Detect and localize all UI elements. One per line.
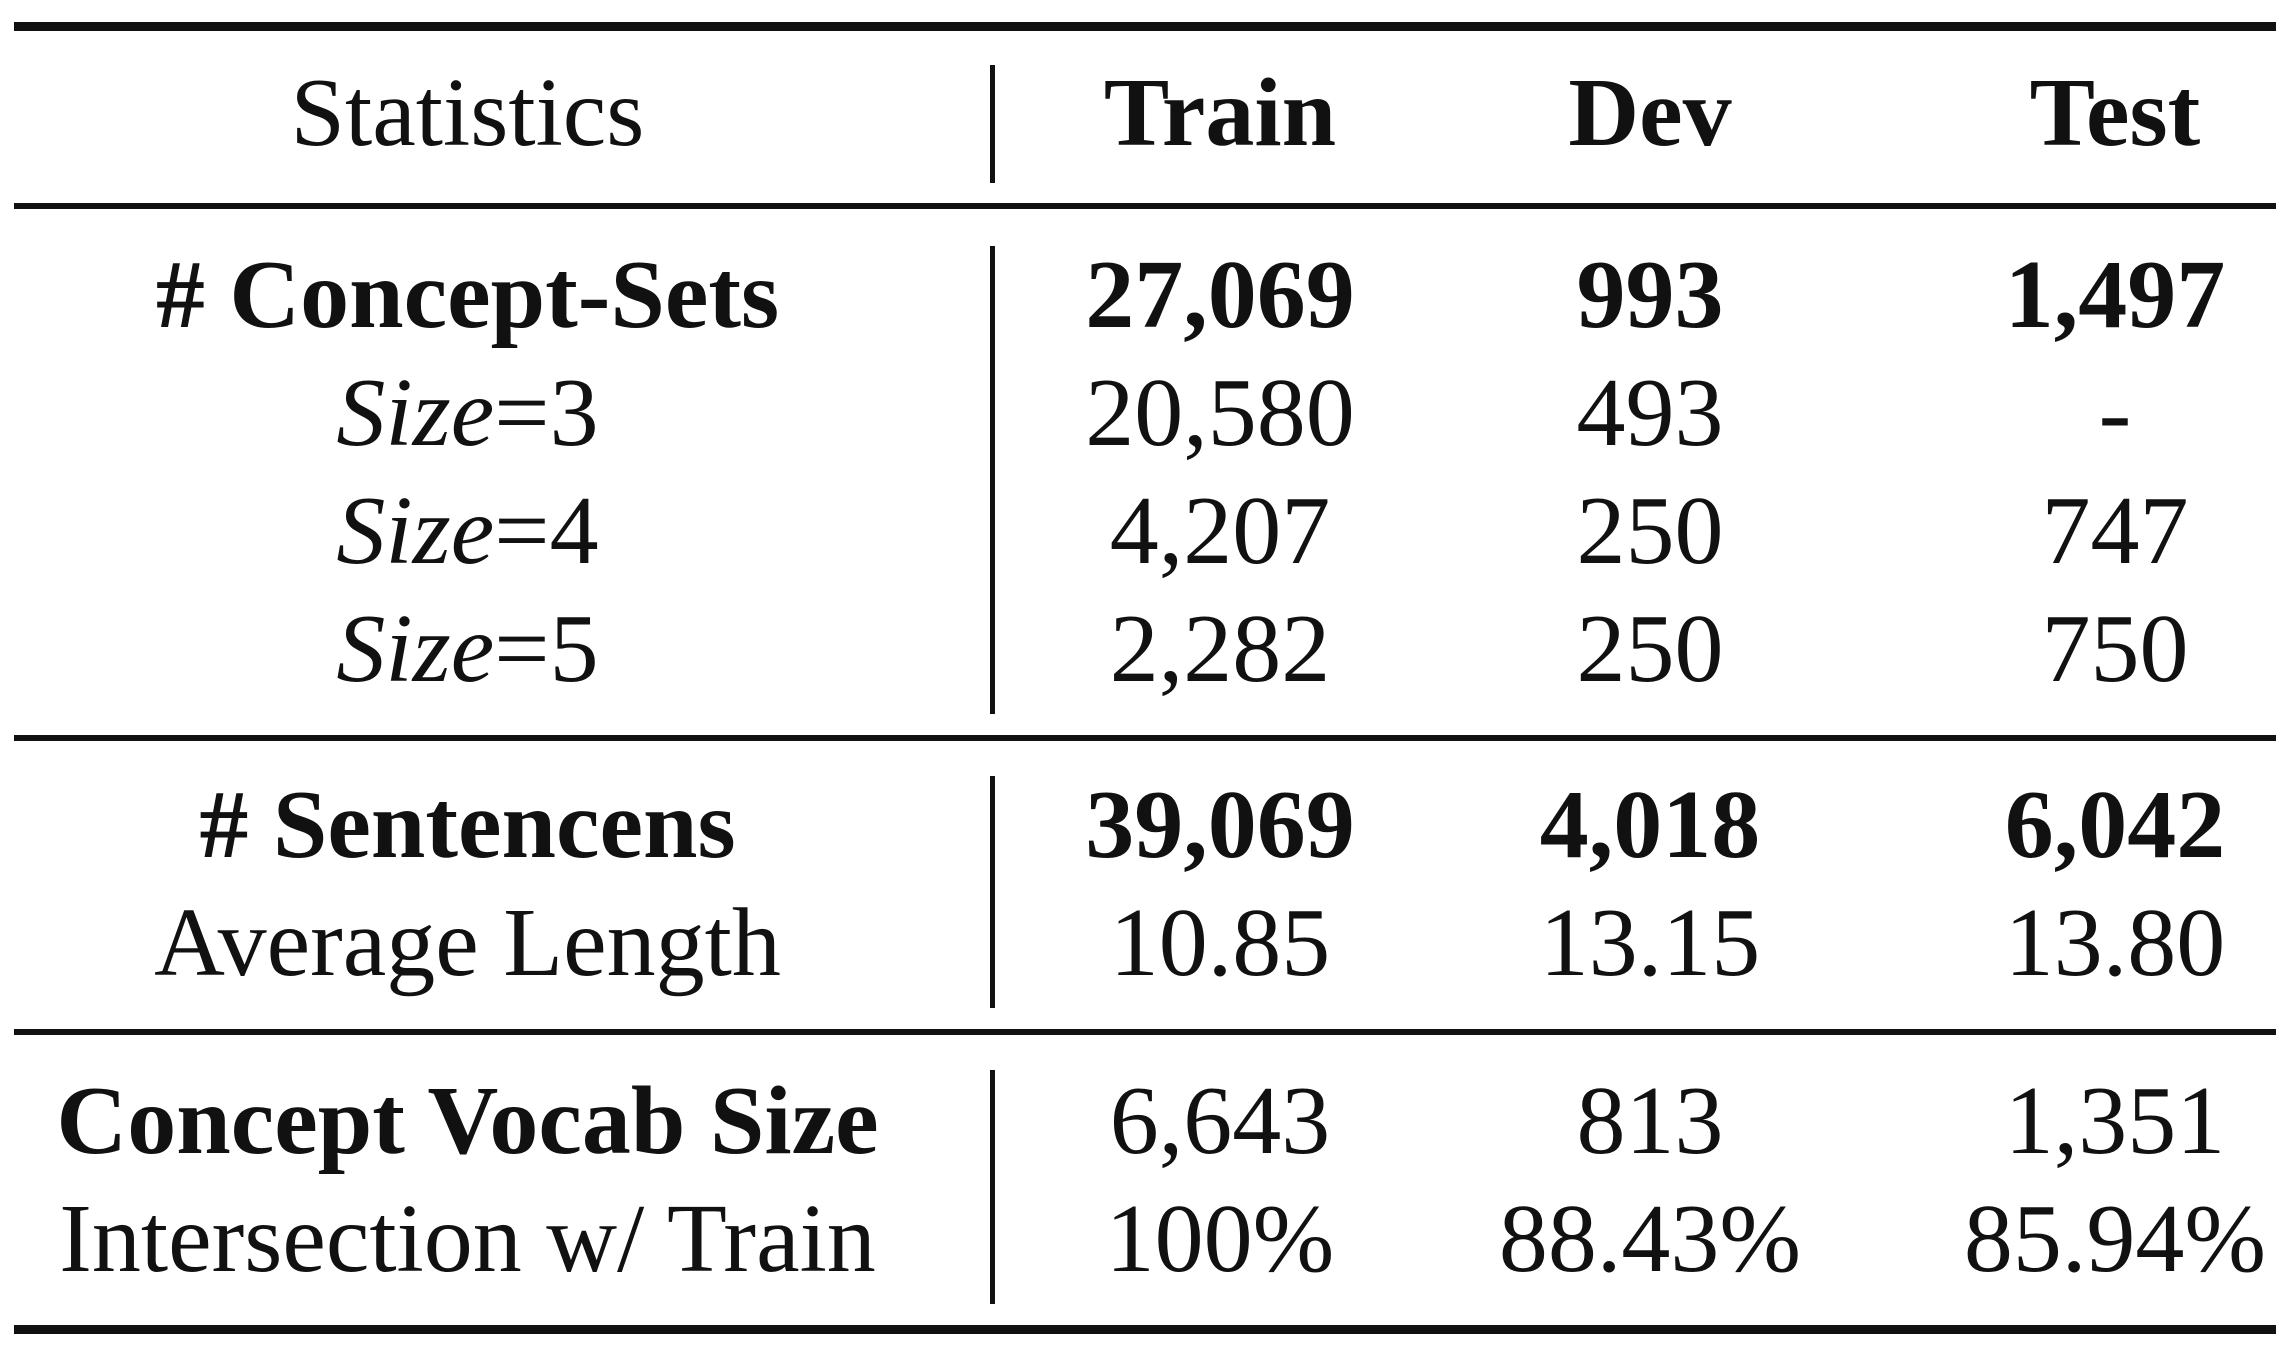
row-label: # Concept-Sets — [155, 241, 780, 349]
cell-test: 1,351 — [2004, 1067, 2226, 1175]
column-divider — [990, 246, 995, 714]
cell-train: 100% — [1105, 1185, 1335, 1293]
cell-train: 4,207 — [1109, 477, 1331, 585]
cell-train: 6,643 — [1109, 1067, 1331, 1175]
label-size-value: =5 — [494, 595, 599, 703]
cell-dev: 88.43% — [1498, 1185, 1802, 1293]
cell-test: 13.80 — [2004, 889, 2226, 997]
row-label: Average Length — [154, 889, 781, 997]
column-divider — [990, 65, 995, 183]
header-statistics: Statistics — [290, 59, 645, 167]
header-train: Train — [1103, 59, 1337, 167]
column-divider — [990, 1070, 995, 1304]
cell-dev: 250 — [1576, 477, 1724, 585]
label-size-italic: Size — [336, 359, 495, 467]
cell-test: 750 — [2041, 595, 2189, 703]
row-label: Size=3 — [0, 355, 935, 471]
row-label: Size=5 — [0, 591, 935, 707]
cell-dev: 813 — [1576, 1067, 1724, 1175]
label-size-italic: Size — [336, 595, 495, 703]
header-test: Test — [2029, 59, 2201, 167]
cell-dev: 493 — [1576, 359, 1724, 467]
row-label: Size=4 — [0, 473, 935, 589]
cell-train: 39,069 — [1085, 771, 1355, 879]
cell-dev: 250 — [1576, 595, 1724, 703]
section-rule-1 — [14, 735, 2276, 741]
cell-test: - — [2098, 359, 2132, 467]
cell-train: 20,580 — [1085, 359, 1355, 467]
cell-test: 747 — [2041, 477, 2189, 585]
label-size-value: =4 — [494, 477, 599, 585]
row-label: # Sentencens — [199, 771, 736, 879]
section-rule-2 — [14, 1029, 2276, 1035]
label-size-italic: Size — [336, 477, 495, 585]
cell-dev: 993 — [1576, 241, 1724, 349]
row-label: Intersection w/ Train — [59, 1185, 876, 1293]
cell-train: 27,069 — [1085, 241, 1355, 349]
bottom-rule — [14, 1325, 2276, 1334]
cell-test: 85.94% — [1963, 1185, 2267, 1293]
header-dev: Dev — [1568, 59, 1732, 167]
row-label: Concept Vocab Size — [56, 1067, 879, 1175]
cell-dev: 13.15 — [1539, 889, 1761, 997]
cell-train: 2,282 — [1109, 595, 1331, 703]
header-rule — [14, 203, 2276, 209]
cell-test: 6,042 — [2004, 771, 2226, 879]
cell-dev: 4,018 — [1539, 771, 1761, 879]
cell-test: 1,497 — [2004, 241, 2226, 349]
top-rule — [14, 22, 2276, 31]
cell-train: 10.85 — [1109, 889, 1331, 997]
column-divider — [990, 776, 995, 1008]
label-size-value: =3 — [494, 359, 599, 467]
